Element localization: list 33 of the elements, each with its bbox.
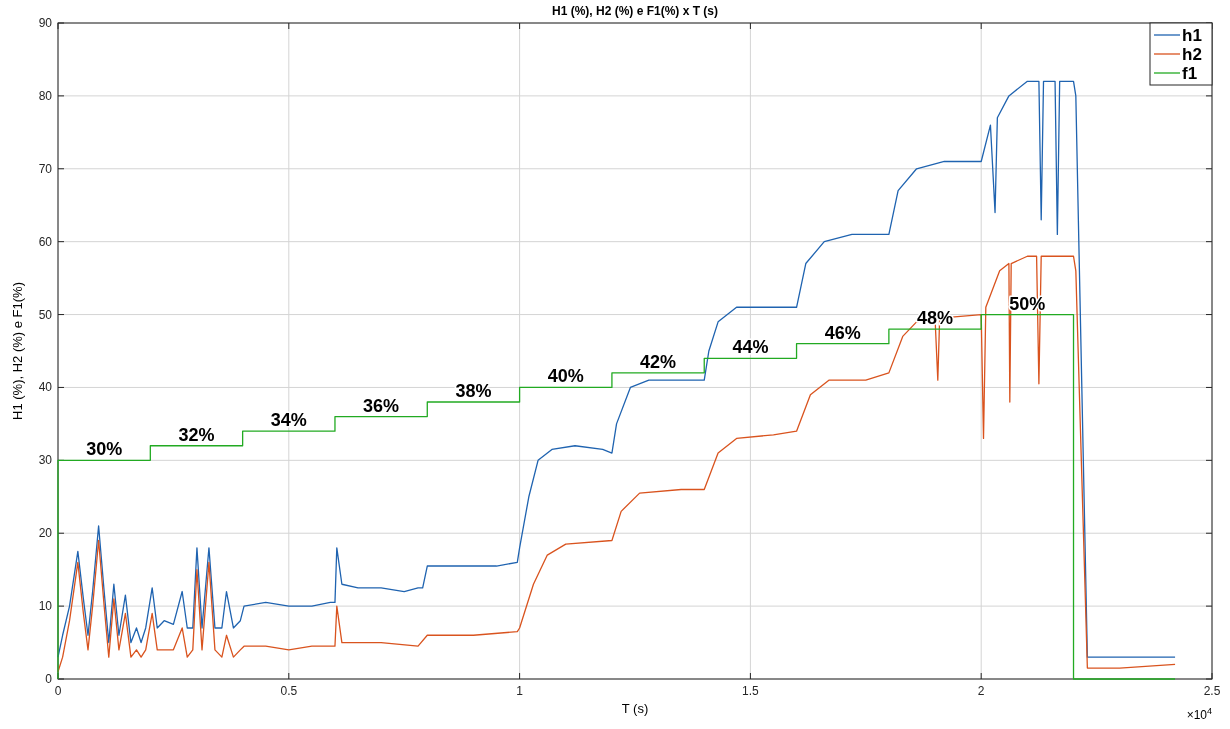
x-tick-label: 2.5 (1203, 684, 1221, 698)
y-tick-label: 80 (38, 88, 53, 103)
y-tick-label: 50 (38, 307, 53, 322)
annotation: 36% (363, 395, 400, 416)
x-tick-label: 0 (54, 684, 62, 698)
annotation: 46% (824, 322, 861, 343)
x-axis-title: T (s) (621, 701, 649, 716)
x-tick-label: 1.5 (742, 684, 760, 698)
y-tick-label: 40 (38, 380, 53, 395)
annotation: 42% (640, 351, 677, 372)
text: ×10$^{4}$ (1186, 706, 1212, 722)
x-tick-label: 2 (977, 684, 985, 698)
x-tick-label: 0.5 (280, 684, 298, 698)
legend-label: h2 (1182, 45, 1202, 64)
legend-label: h1 (1182, 26, 1202, 45)
y-tick-label: 10 (38, 599, 53, 614)
y-tick-label: 0 (45, 672, 53, 686)
y-tick-label: 30 (38, 453, 53, 468)
annotation: 44% (732, 337, 769, 358)
chart-title: H1 (%), H2 (%) e F1(%) x T (s) (551, 4, 719, 18)
y-tick-label: 90 (38, 16, 53, 30)
y-axis-title: H1 (%), H2 (%) e F1(%) (10, 282, 25, 420)
legend-label: f1 (1182, 64, 1198, 83)
line-series (57, 80, 1176, 658)
annotation: 32% (178, 424, 215, 445)
annotation: 38% (455, 381, 492, 402)
x-tick-label: 1 (516, 684, 524, 698)
annotation: 30% (86, 439, 123, 460)
y-tick-label: 60 (38, 234, 53, 249)
y-tick-label: 20 (38, 526, 53, 541)
annotation: 40% (547, 366, 584, 387)
y-tick-label: 70 (38, 161, 53, 176)
annotation: 34% (270, 410, 307, 431)
